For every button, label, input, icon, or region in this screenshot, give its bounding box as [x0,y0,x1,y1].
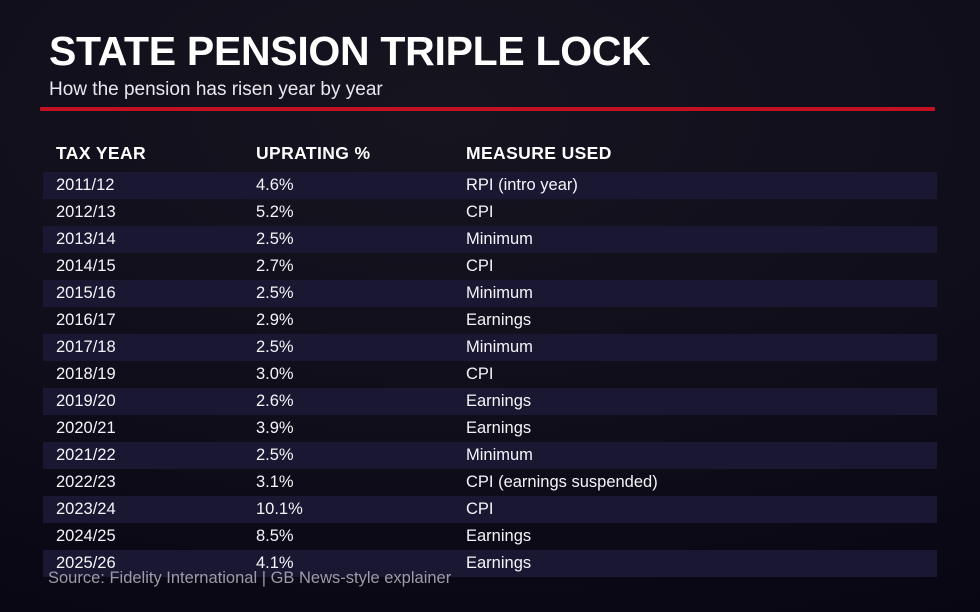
accent-divider [40,107,935,111]
uprating-cell: 4.1% [256,554,294,572]
measure-cell: RPI (intro year) [466,176,578,194]
tax-year-cell: 2025/26 [56,554,116,572]
uprating-cell: 8.5% [256,527,294,545]
table-row: 2013/14 2.5% Minimum [43,226,937,253]
table-row: 2021/22 2.5% Minimum [43,442,937,469]
tax-year-cell: 2015/16 [56,284,116,302]
measure-cell: CPI (earnings suspended) [466,473,658,491]
table-header-row: TAX YEAR UPRATING % MEASURE USED [43,138,937,168]
uprating-cell: 2.5% [256,446,294,464]
uprating-cell: 2.5% [256,230,294,248]
page-title: STATE PENSION TRIPLE LOCK [49,28,651,74]
measure-cell: Minimum [466,446,533,464]
uprating-cell: 4.6% [256,176,294,194]
tax-year-cell: 2023/24 [56,500,116,518]
tax-year-cell: 2011/12 [56,176,115,194]
table-body: 2011/12 4.6% RPI (intro year) 2012/13 5.2% CP… [43,172,937,577]
table-row: 2017/18 2.5% Minimum [43,334,937,361]
measure-cell: Minimum [466,230,533,248]
tax-year-cell: 2022/23 [56,473,116,491]
pension-uprating-table: TAX YEAR UPRATING % MEASURE USED 2011/12… [43,138,937,577]
tax-year-cell: 2024/25 [56,527,116,545]
tax-year-cell: 2020/21 [56,419,116,437]
tax-year-cell: 2019/20 [56,392,116,410]
column-header-tax-year: TAX YEAR [56,142,147,163]
uprating-cell: 2.6% [256,392,294,410]
table-row: 2018/19 3.0% CPI [43,361,937,388]
measure-cell: Earnings [466,527,532,545]
table-row: 2012/13 5.2% CPI [43,199,937,226]
uprating-cell: 2.9% [256,311,294,329]
tax-year-cell: 2016/17 [56,311,116,329]
uprating-cell: 5.2% [256,203,294,221]
tax-year-cell: 2013/14 [56,230,116,248]
measure-cell: Earnings [466,419,532,437]
measure-cell: CPI [466,203,494,221]
uprating-cell: 3.1% [256,473,294,491]
tax-year-cell: 2017/18 [56,338,116,356]
measure-cell: Earnings [466,392,532,410]
measure-cell: CPI [466,365,494,383]
uprating-cell: 3.0% [256,365,294,383]
measure-cell: Minimum [466,338,533,356]
tax-year-cell: 2014/15 [56,257,116,275]
column-header-measure: MEASURE USED [466,142,612,163]
page-subtitle: How the pension has risen year by year [49,79,383,100]
column-header-uprating: UPRATING % [256,142,371,163]
table-row: 2020/21 3.9% Earnings [43,415,937,442]
table-row: 2025/26 4.1% Earnings [43,550,937,577]
uprating-cell: 10.1% [256,500,303,518]
table-row: 2022/23 3.1% CPI (earnings suspended) [43,469,937,496]
measure-cell: Minimum [466,284,533,302]
tax-year-cell: 2012/13 [56,203,116,221]
table-row: 2015/16 2.5% Minimum [43,280,937,307]
measure-cell: Earnings [466,554,532,572]
uprating-cell: 2.7% [256,257,294,275]
table-row: 2016/17 2.9% Earnings [43,307,937,334]
table-row: 2023/24 10.1% CPI [43,496,937,523]
table-row: 2024/25 8.5% Earnings [43,523,937,550]
measure-cell: Earnings [466,311,532,329]
tax-year-cell: 2021/22 [56,446,116,464]
table-row: 2019/20 2.6% Earnings [43,388,937,415]
table-row: 2011/12 4.6% RPI (intro year) [43,172,937,199]
measure-cell: CPI [466,257,494,275]
tax-year-cell: 2018/19 [56,365,116,383]
uprating-cell: 2.5% [256,338,294,356]
measure-cell: CPI [466,500,494,518]
uprating-cell: 2.5% [256,284,294,302]
table-row: 2014/15 2.7% CPI [43,253,937,280]
source-note: Source: Fidelity International | GB News… [48,569,452,587]
uprating-cell: 3.9% [256,419,294,437]
